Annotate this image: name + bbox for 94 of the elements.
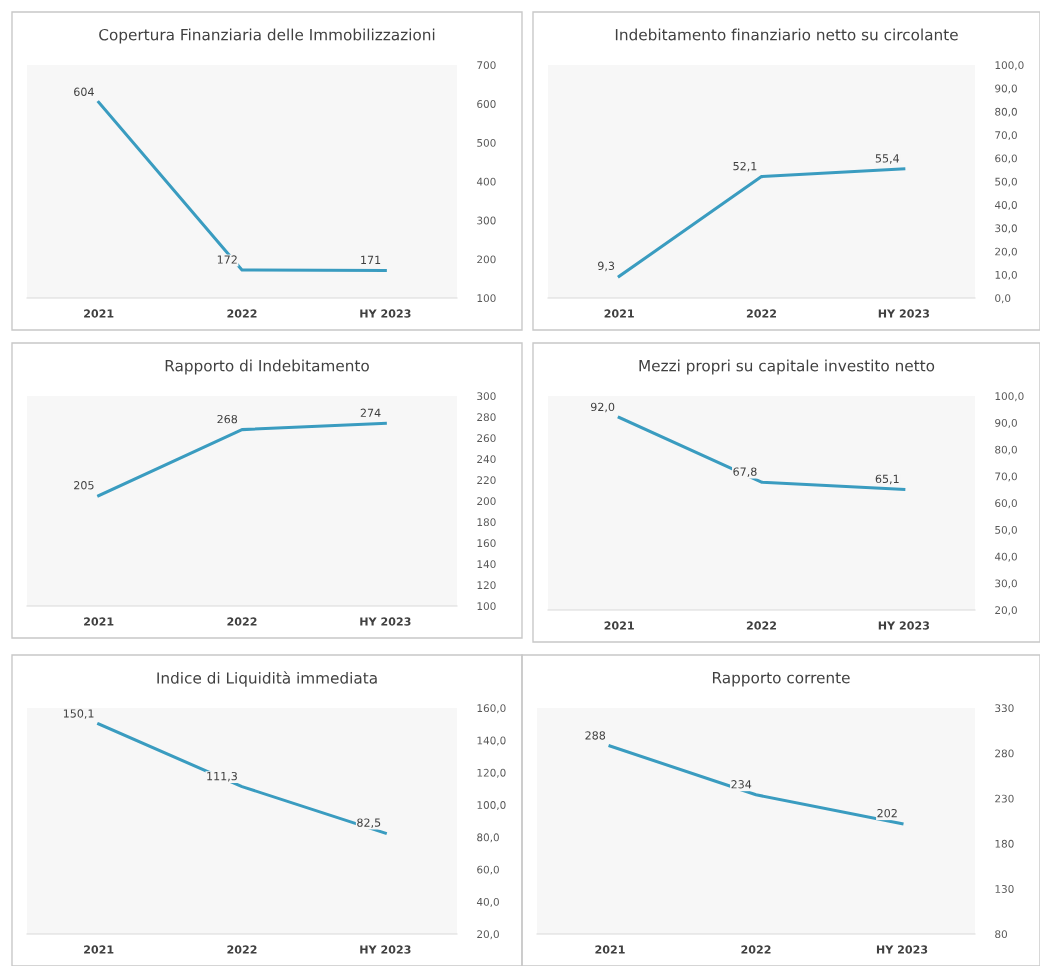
data-label: 205	[74, 481, 94, 490]
y-tick-label: 40,0	[994, 552, 1017, 562]
y-tick-label: 100	[477, 602, 496, 611]
y-tick-label: 230	[995, 794, 1014, 803]
y-tick-label: 90,0	[995, 84, 1017, 94]
y-tick-label: 600	[477, 100, 496, 108]
data-label: 67,8	[733, 467, 757, 477]
data-label: 171	[361, 255, 381, 264]
y-tick-label: 70,0	[995, 131, 1017, 141]
y-tick-label: 330	[995, 704, 1014, 713]
data-label: 111,3	[207, 771, 237, 782]
chart-title: Indice di Liquidità immediata	[157, 671, 377, 687]
y-tick-label: 400	[476, 177, 496, 186]
x-tick-label: 2021	[604, 309, 634, 318]
data-label: 288	[585, 731, 606, 740]
x-tick-label: 2021	[84, 309, 114, 318]
data-label: 82,5	[357, 818, 381, 828]
y-tick-label: 200	[477, 497, 496, 506]
chart-title: Copertura Finanziaria delle Immobilizzazioni	[99, 28, 435, 44]
y-tick-label: 50,0	[995, 525, 1017, 535]
y-tick-label: 260	[477, 434, 496, 443]
data-label: 52,1	[733, 161, 757, 172]
y-tick-label: 700	[477, 61, 496, 70]
y-tick-label: 80,0	[477, 833, 499, 843]
data-label: 55,4	[875, 154, 900, 164]
y-tick-label: 60,0	[477, 865, 499, 875]
y-tick-label: 100,0	[477, 801, 506, 811]
data-label: 274	[360, 408, 381, 417]
y-tick-label: 500	[477, 138, 496, 147]
x-tick-label: 2022	[746, 621, 776, 630]
y-tick-label: 30,0	[995, 224, 1017, 234]
chart-title: Mezzi propri su capitale investito netto	[639, 359, 935, 375]
y-tick-label: 180	[477, 518, 496, 527]
y-tick-label: 100	[477, 294, 496, 303]
x-tick-label: HY 2023	[878, 309, 930, 318]
x-tick-label: 2022	[746, 309, 776, 318]
x-tick-label: HY 2023	[360, 309, 411, 318]
x-tick-label: 2021	[84, 945, 114, 954]
x-tick-label: HY 2023	[876, 945, 928, 954]
chart-title: Indebitamento finanziario netto su circolante	[615, 28, 958, 41]
x-tick-label: 2022	[227, 945, 257, 954]
y-tick-label: 160	[477, 539, 496, 548]
y-tick-label: 140	[477, 560, 496, 569]
data-label: 150,1	[63, 709, 94, 719]
y-tick-label: 180	[995, 839, 1014, 848]
y-tick-label: 220	[477, 476, 496, 485]
y-tick-label: 100,0	[995, 392, 1024, 402]
y-tick-label: 300	[477, 392, 496, 401]
y-tick-label: 40,0	[994, 201, 1017, 210]
data-label: 268	[217, 414, 238, 424]
y-tick-label: 20,0	[995, 606, 1017, 616]
x-tick-label: HY 2023	[360, 617, 411, 626]
y-tick-label: 80	[995, 930, 1008, 939]
x-tick-label: 2022	[227, 309, 257, 318]
y-tick-label: 10,0	[995, 270, 1017, 280]
y-tick-label: 280	[477, 413, 496, 422]
y-tick-label: 280	[995, 749, 1014, 758]
data-label: 234	[731, 780, 752, 789]
chart-title: Rapporto corrente	[712, 672, 850, 687]
y-tick-label: 80,0	[995, 107, 1017, 117]
data-label: 604	[74, 87, 94, 96]
x-tick-label: 2022	[227, 617, 257, 626]
data-label: 172	[217, 255, 237, 264]
data-label: 92,0	[590, 402, 615, 413]
y-tick-label: 160,0	[477, 704, 506, 714]
y-tick-label: 0,0	[995, 294, 1011, 304]
chart-title: Rapporto di Indebitamento	[165, 359, 369, 375]
y-tick-label: 30,0	[995, 579, 1017, 589]
y-tick-label: 140,0	[477, 736, 506, 746]
x-tick-label: 2021	[604, 621, 634, 630]
y-tick-label: 70,0	[995, 472, 1017, 482]
y-tick-label: 20,0	[995, 247, 1017, 257]
y-tick-label: 90,0	[995, 418, 1017, 428]
y-tick-label: 80,0	[995, 445, 1017, 455]
y-tick-label: 130	[995, 885, 1014, 893]
data-label: 9,3	[598, 261, 615, 272]
x-tick-label: 2022	[741, 945, 771, 954]
y-tick-label: 20,0	[477, 930, 499, 940]
x-tick-label: 2021	[84, 617, 114, 626]
x-tick-label: 2021	[595, 945, 625, 954]
y-tick-label: 60,0	[995, 154, 1017, 164]
x-tick-label: HY 2023	[878, 621, 930, 630]
y-tick-label: 120,0	[477, 768, 506, 778]
y-tick-label: 200	[477, 255, 496, 264]
data-label: 202	[877, 808, 897, 818]
y-tick-label: 40,0	[476, 897, 499, 907]
x-tick-label: HY 2023	[360, 945, 411, 954]
y-tick-label: 60,0	[995, 499, 1017, 509]
y-tick-label: 50,0	[995, 177, 1017, 187]
y-tick-label: 240	[477, 455, 496, 464]
y-tick-label: 300	[477, 216, 496, 225]
y-tick-label: 120	[477, 581, 496, 590]
data-label: 65,1	[875, 474, 899, 485]
y-tick-label: 100,0	[995, 61, 1024, 71]
